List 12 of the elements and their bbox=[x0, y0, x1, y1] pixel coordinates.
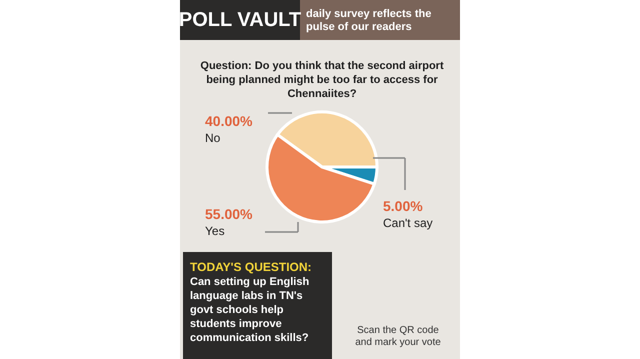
text: Can setting up English language labs in TN's govt schools help students improve communication skills? bbox=[190, 276, 310, 344]
text: Scan the QR code and mark your vote bbox=[355, 325, 442, 348]
slice-label: Yes bbox=[205, 224, 225, 238]
data-label: 55.00% bbox=[205, 206, 254, 222]
slice-label: No bbox=[205, 131, 221, 145]
chart-title: POLL VAULT bbox=[178, 9, 302, 31]
data-label: 40.00% bbox=[205, 113, 254, 129]
slice-label: Can't say bbox=[383, 216, 433, 230]
chart-subtitle: daily survey reflects the pulse of our readers bbox=[306, 8, 432, 33]
text: TODAY'S QUESTION: bbox=[190, 260, 312, 274]
text: Question: Do you think that the second airport being planned might be too far to access for Chennaiites? bbox=[200, 60, 444, 100]
data-label: 5.00% bbox=[383, 198, 424, 214]
